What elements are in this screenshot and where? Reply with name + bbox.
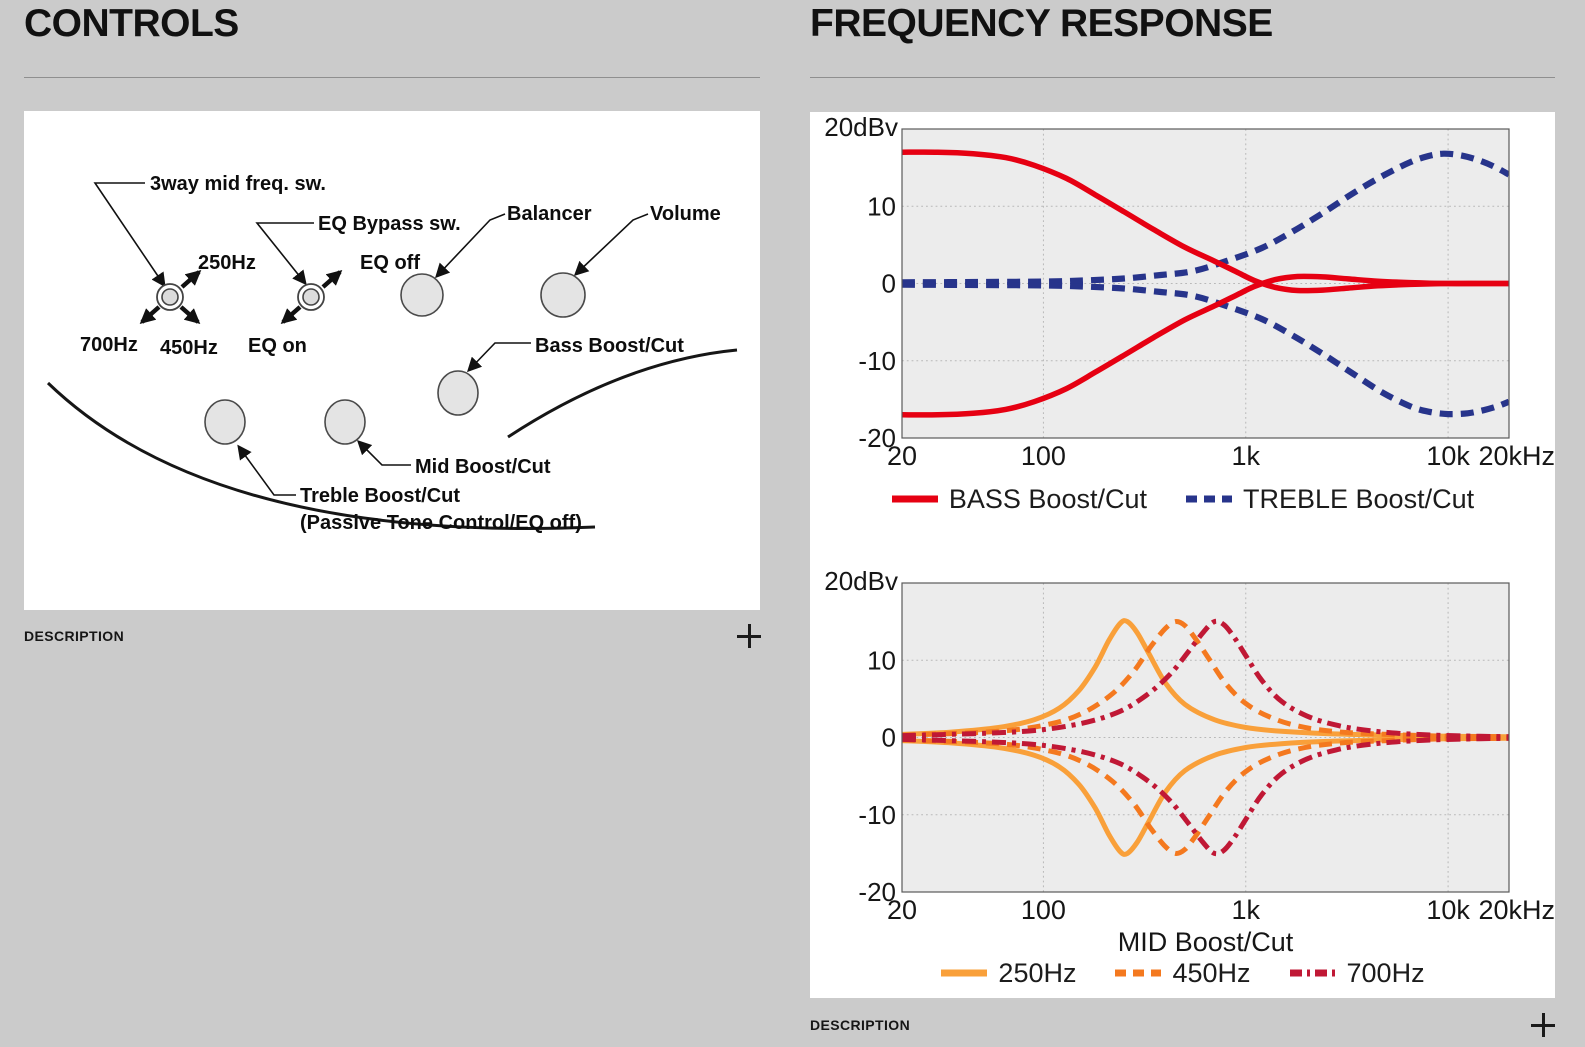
y-tick-label: 10 — [867, 191, 896, 221]
legend-item: BASS Boost/Cut — [891, 484, 1147, 515]
y-tick-label: 0 — [882, 269, 896, 299]
legend-swatch-solid — [891, 495, 938, 503]
plus-icon[interactable] — [737, 624, 761, 648]
y-tick-label: 0 — [882, 723, 896, 753]
frequency-response-description-expander[interactable]: DESCRIPTION — [810, 1004, 1555, 1046]
volume-knob — [540, 272, 586, 318]
plot-frame — [901, 128, 1510, 439]
x-tick-label: 100 — [1021, 441, 1066, 471]
series-250hz-boost — [902, 618, 1509, 740]
bass-boost-cut-knob — [437, 370, 479, 416]
y-tick-label: -10 — [858, 346, 896, 376]
frequency-response-panel: 20dBv 10 0 -10 -20 20 100 1k 10k 20kHz BASS Boost… — [810, 112, 1555, 998]
leader-treble-knob — [237, 444, 296, 496]
mid-boost-cut-knob — [324, 399, 366, 445]
y-tick-label: 10 — [867, 645, 896, 675]
frequency-response-section-title: FREQUENCY RESPONSE — [810, 2, 1273, 45]
legend-swatch-solid — [941, 969, 988, 977]
x-tick-label: 1k — [1231, 895, 1260, 925]
series-bass-boost — [902, 149, 1509, 294]
mid-legend: 250Hz 450Hz 700Hz — [810, 958, 1555, 988]
x-axis-title: MID Boost/Cut — [1118, 927, 1294, 957]
frequency-response-divider — [810, 77, 1555, 78]
balancer-knob — [400, 273, 444, 317]
label-eq-bypass: EQ Bypass sw. — [318, 213, 461, 235]
treble-boost-cut-knob — [204, 399, 246, 445]
y-tick-label: -10 — [858, 800, 896, 830]
y-axis-unit-label: 20dBv — [824, 566, 898, 596]
frequency-response-description-label: DESCRIPTION — [810, 1017, 911, 1033]
label-treble-note: (Passive Tone Control/EQ off) — [300, 512, 582, 534]
leader-eq-bypass-switch — [255, 222, 314, 286]
x-tick-label: 20kHz — [1478, 441, 1555, 471]
controls-divider — [24, 77, 760, 78]
series-700hz-boost — [902, 618, 1509, 740]
body-outline-upper — [507, 348, 738, 439]
eq-bypass-switch-tip — [302, 288, 320, 306]
legend-item: 450Hz — [1114, 957, 1251, 989]
y-tick-label: -20 — [858, 423, 896, 453]
plot-frame — [901, 582, 1510, 893]
label-eq-off: EQ off — [360, 252, 420, 274]
legend-swatch-dashdot — [1289, 969, 1336, 977]
label-volume: Volume — [650, 203, 721, 225]
legend-label: BASS Boost/Cut — [948, 483, 1147, 514]
arrow-eq-on — [280, 305, 302, 325]
arrow-700hz — [139, 305, 161, 325]
legend-item: 700Hz — [1289, 958, 1425, 989]
y-tick-label: -20 — [858, 877, 896, 907]
controls-section-title: CONTROLS — [24, 2, 239, 45]
arrow-450hz — [179, 305, 201, 325]
x-tick-label: 10k — [1426, 895, 1470, 925]
controls-diagram: 3way mid freq. sw. 250Hz 700Hz 450Hz EQ … — [46, 173, 738, 534]
legend-label: 250Hz — [998, 957, 1077, 988]
label-250hz: 250Hz — [198, 252, 256, 274]
leader-3way-switch — [93, 182, 166, 288]
body-outline-lower — [46, 381, 596, 530]
controls-diagram-panel: 3way mid freq. sw. 250Hz 700Hz 450Hz EQ … — [24, 111, 760, 610]
controls-description-expander[interactable]: DESCRIPTION — [24, 616, 761, 656]
x-tick-label: 20kHz — [1478, 895, 1555, 925]
x-tick-label: 100 — [1021, 895, 1066, 925]
arrow-eq-off — [321, 269, 343, 289]
legend-swatch-dashed — [1115, 969, 1162, 977]
legend-swatch-dashed — [1186, 495, 1232, 503]
arrow-250hz — [180, 269, 202, 289]
label-450hz: 450Hz — [160, 337, 218, 359]
x-tick-label: 1k — [1231, 441, 1260, 471]
x-tick-label: 10k — [1426, 441, 1470, 471]
legend-label: TREBLE Boost/Cut — [1243, 483, 1475, 514]
series-bass-cut — [902, 273, 1509, 418]
label-mid-boost-cut: Mid Boost/Cut — [415, 456, 551, 478]
legend-label: 700Hz — [1346, 957, 1425, 988]
3way-mid-freq-switch-tip — [161, 288, 179, 306]
series-treble-cut — [902, 281, 1509, 418]
leader-mid-knob — [356, 439, 411, 466]
x-tick-label: 20 — [887, 441, 917, 471]
series-250hz-cut — [902, 735, 1509, 857]
series-700hz-cut — [902, 735, 1509, 857]
label-treble-boost-cut: Treble Boost/Cut — [300, 485, 460, 507]
bass-treble-legend: BASS Boost/Cut TREBLE Boost/Cut — [810, 484, 1555, 514]
legend-item: 250Hz — [940, 958, 1076, 989]
leader-volume-knob — [573, 213, 649, 276]
x-tick-label: 20 — [887, 895, 917, 925]
plus-icon[interactable] — [1531, 1013, 1555, 1037]
label-balancer: Balancer — [507, 203, 592, 225]
label-700hz: 700Hz — [80, 334, 138, 356]
y-axis-unit-label: 20dBv — [824, 112, 898, 142]
controls-description-label: DESCRIPTION — [24, 628, 125, 644]
legend-label: 450Hz — [1172, 957, 1251, 988]
legend-item: TREBLE Boost/Cut — [1185, 484, 1474, 515]
label-bass-boost-cut: Bass Boost/Cut — [535, 335, 684, 357]
label-eq-on: EQ on — [248, 335, 307, 357]
leader-bass-knob — [467, 342, 531, 373]
label-3way-mid-freq: 3way mid freq. sw. — [150, 173, 326, 195]
leader-balancer-knob — [435, 213, 506, 279]
